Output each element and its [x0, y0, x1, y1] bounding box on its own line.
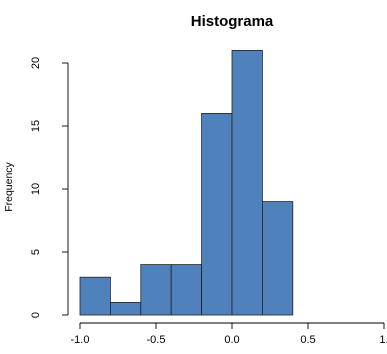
y-tick-label-0: 0: [30, 312, 42, 318]
histogram-bar-2: [140, 264, 172, 316]
histogram-bar-1: [110, 301, 142, 316]
histogram-bar-4: [201, 113, 233, 316]
x-tick-label-3: 0.5: [300, 334, 315, 346]
histogram-bar-0: [79, 276, 111, 316]
y-tick-label-3: 15: [30, 120, 42, 132]
y-tick-label-2: 10: [30, 183, 42, 195]
x-tick-label-2: 0.0: [224, 334, 239, 346]
histogram-bar-3: [170, 264, 202, 316]
y-tick-label-4: 20: [30, 57, 42, 69]
x-axis: -1.0 -0.5 0.0 0.5 1.: [71, 322, 387, 346]
y-axis: 0 5 10 15 20: [30, 57, 69, 318]
y-axis-label: Frequency: [3, 161, 15, 211]
histogram-bar-6: [261, 201, 294, 316]
x-tick-label-4: 1.: [379, 334, 387, 346]
x-tick-label-0: -1.0: [71, 334, 90, 346]
chart-title: Histograma: [191, 13, 274, 30]
bars-group: [79, 50, 294, 316]
y-tick-label-1: 5: [30, 249, 42, 255]
histogram-bar-5: [231, 50, 263, 316]
x-tick-label-1: -0.5: [147, 334, 166, 346]
